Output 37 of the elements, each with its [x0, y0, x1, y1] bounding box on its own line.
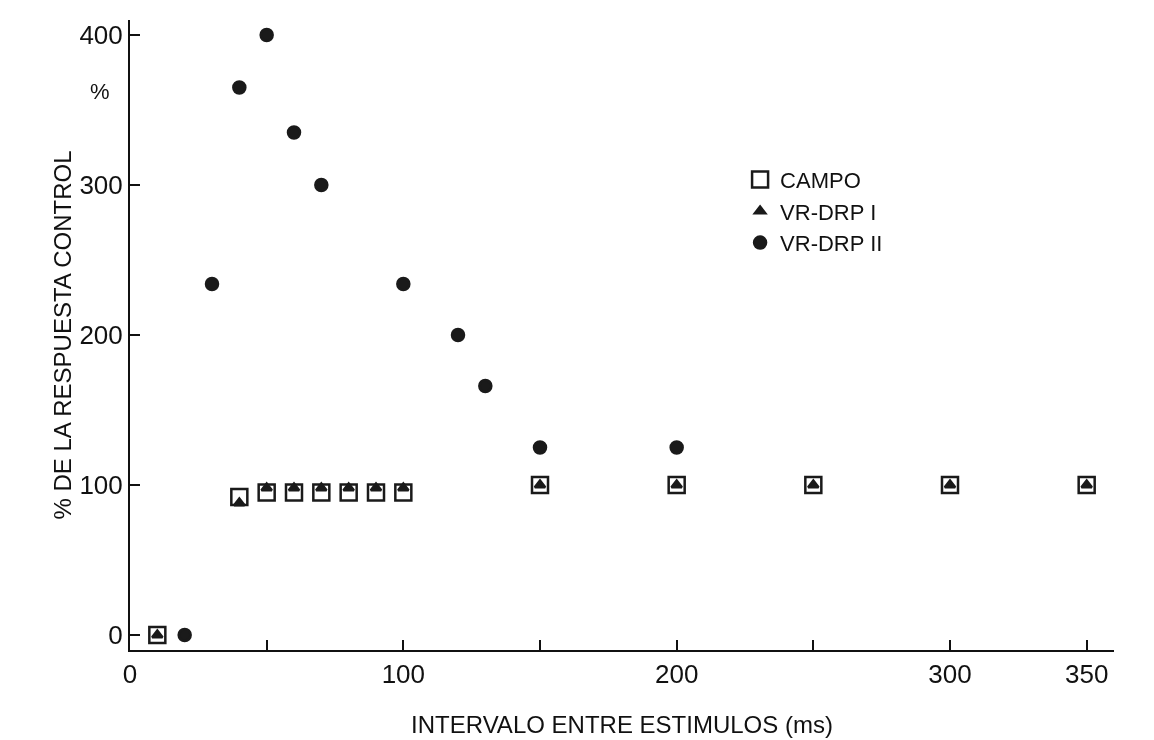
legend-label: VR-DRP II — [780, 231, 883, 257]
legend-label: VR-DRP I — [780, 199, 877, 225]
point — [478, 378, 493, 394]
point — [259, 27, 274, 43]
point — [667, 475, 686, 495]
point — [804, 475, 823, 495]
x-tick-label: 350 — [1064, 659, 1109, 690]
text: % — [90, 79, 110, 104]
point — [450, 327, 466, 343]
point — [669, 440, 684, 455]
point — [366, 483, 386, 502]
point — [312, 483, 331, 502]
point — [394, 483, 413, 502]
x-tick-label: 100 — [381, 659, 426, 690]
y-tick-label: 200 — [79, 320, 123, 351]
point — [284, 483, 304, 502]
y-tick-label: 400 — [79, 20, 123, 51]
legend-label: CAMPO — [780, 167, 861, 193]
point — [339, 483, 358, 502]
x-tick-label: 200 — [654, 659, 699, 690]
y-axis-title: % DE LA RESPUESTA CONTROL — [49, 150, 76, 520]
y-tick-label: 300 — [79, 170, 123, 201]
point — [148, 625, 167, 645]
point — [530, 475, 550, 495]
point — [232, 80, 247, 95]
point — [177, 627, 192, 643]
point — [532, 440, 548, 455]
point — [257, 483, 276, 502]
point — [286, 125, 302, 140]
x-tick-label: 300 — [928, 659, 972, 690]
point — [396, 276, 411, 292]
point — [230, 487, 249, 507]
y-tick-label: 0 — [108, 620, 123, 651]
point — [314, 177, 329, 193]
x-axis-title: INTERVALO ENTRE ESTIMULOS (ms) — [411, 711, 833, 738]
y-tick-label: 100 — [79, 470, 123, 501]
point — [204, 276, 220, 292]
